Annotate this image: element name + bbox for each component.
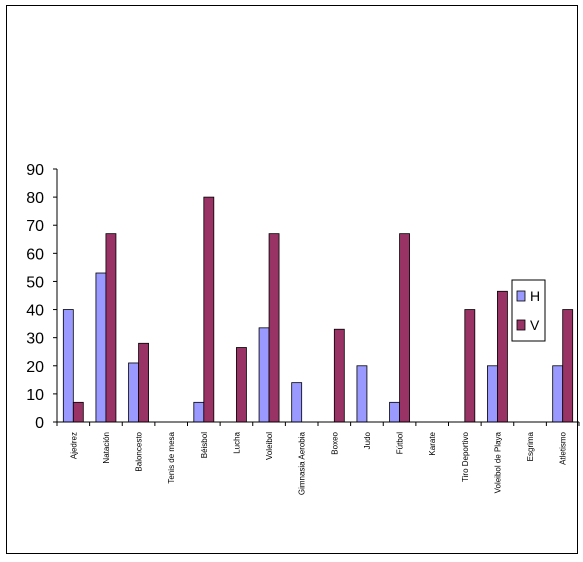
- axes-layer: [53, 168, 580, 426]
- x-category-label: Tiro Deportivo: [461, 431, 470, 481]
- bar-h-15: [552, 365, 564, 423]
- bar-v-8: [333, 328, 345, 423]
- bar-v-2: [138, 342, 149, 423]
- bar-h-4: [193, 401, 205, 423]
- bar-v-1: [105, 233, 117, 423]
- x-category-label: Ajedrez: [69, 432, 78, 459]
- y-tick-label: 20: [26, 359, 44, 376]
- x-category-label: Baloncesto: [135, 431, 144, 471]
- bar-v-0: [72, 401, 84, 423]
- bar-v-6: [268, 233, 280, 423]
- y-tick-label: 60: [26, 246, 44, 263]
- y-tick-label: 80: [26, 190, 44, 207]
- y-tick-label: 40: [26, 303, 44, 320]
- bar-h-9: [356, 365, 368, 423]
- bar-h-1: [95, 272, 107, 423]
- x-category-labels: Ajedrez Natación Baloncesto Tenis de mesa Bé…: [69, 431, 567, 495]
- bar-h-13: [487, 365, 498, 423]
- bar-h-10: [389, 401, 400, 423]
- y-tick-label: 0: [35, 415, 44, 432]
- bar-h-7: [291, 382, 303, 423]
- bar-h-6: [258, 327, 270, 423]
- y-tick-label: 30: [26, 331, 44, 348]
- y-tick-labels: 0 10 20 30 40 50 60 70 80 90: [26, 162, 44, 432]
- bar-v-5: [236, 347, 247, 423]
- bar-v-13: [497, 290, 508, 423]
- x-category-label: Voleibol de Playa: [493, 431, 502, 493]
- x-category-label: Judo: [363, 431, 372, 449]
- legend-box: [511, 279, 546, 342]
- legend-swatch-h: [516, 290, 526, 302]
- y-tick-label: 10: [26, 387, 44, 404]
- legend-swatch-v: [516, 319, 526, 331]
- bar-v-12: [464, 309, 476, 423]
- x-category-label: Béisbol: [200, 432, 209, 458]
- legend-label-h: H: [530, 288, 540, 304]
- bar-v-10: [399, 233, 410, 423]
- x-category-label: Atletismo: [559, 431, 568, 464]
- y-tick-label: 50: [26, 274, 44, 291]
- y-tick-label: 70: [26, 218, 44, 235]
- bar-h-2: [128, 362, 139, 423]
- x-category-label: Boxeo: [330, 431, 339, 454]
- bar-h-0: [62, 309, 74, 423]
- bar-v-4: [203, 196, 215, 423]
- x-category-label: Voleibol: [265, 432, 274, 460]
- bar-v-15: [562, 309, 574, 423]
- x-category-label: Karate: [428, 431, 437, 455]
- x-category-label: Gimnasia Aerobia: [298, 431, 307, 495]
- legend: HV: [511, 279, 546, 342]
- x-category-label: Lucha: [232, 431, 241, 453]
- x-category-label: Natación: [102, 432, 111, 464]
- x-category-label: Tenis de mesa: [167, 431, 176, 483]
- bars-layer: [62, 196, 574, 423]
- y-tick-label: 90: [26, 162, 44, 179]
- x-category-label: Fútbol: [396, 432, 405, 454]
- x-category-label: Esgrima: [526, 431, 535, 461]
- legend-label-v: V: [530, 317, 540, 333]
